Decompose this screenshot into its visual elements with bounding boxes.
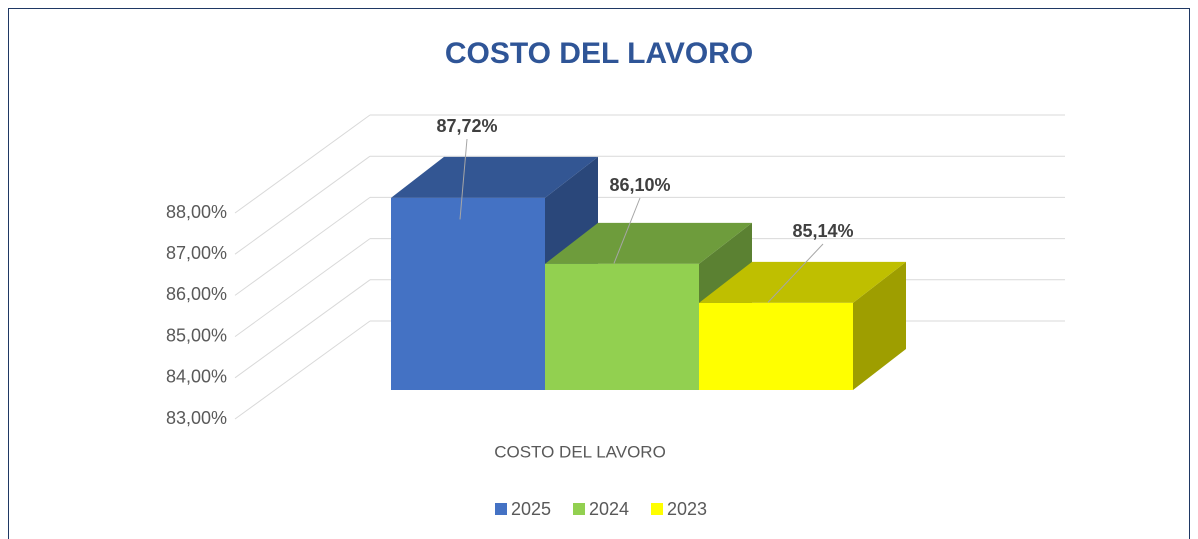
legend-swatch — [651, 503, 663, 515]
grid-line — [234, 114, 371, 214]
y-tick-label: 84,00% — [166, 367, 227, 387]
grid-line — [234, 196, 371, 296]
legend-swatch — [495, 503, 507, 515]
y-tick-label: 83,00% — [166, 408, 227, 428]
grid-line — [234, 238, 371, 338]
y-tick-label: 86,00% — [166, 284, 227, 304]
x-tick-label: COSTO DEL LAVORO — [494, 442, 666, 461]
y-tick-label: 88,00% — [166, 202, 227, 222]
leader-line — [613, 197, 641, 264]
legend-swatch — [573, 503, 585, 515]
grid-line — [234, 279, 371, 379]
y-tick-label: 87,00% — [166, 243, 227, 263]
data-label: 87,72% — [436, 116, 497, 136]
grid-line — [234, 320, 371, 420]
bar-top — [699, 261, 906, 303]
bar — [545, 263, 699, 390]
chart-title: COSTO DEL LAVORO — [445, 37, 753, 70]
legend-label: 2024 — [589, 499, 629, 519]
data-label: 85,14% — [792, 221, 853, 241]
grid-line — [234, 155, 371, 255]
bar — [699, 302, 853, 390]
legend-label: 2025 — [511, 499, 551, 519]
bar — [391, 197, 545, 390]
bar-side — [853, 261, 906, 390]
bar-top — [391, 156, 598, 198]
leader-line — [459, 138, 468, 220]
legend-label: 2023 — [667, 499, 707, 519]
bar-top — [545, 222, 752, 264]
y-tick-label: 85,00% — [166, 325, 227, 345]
leader-line — [767, 243, 824, 303]
data-label: 86,10% — [609, 175, 670, 195]
